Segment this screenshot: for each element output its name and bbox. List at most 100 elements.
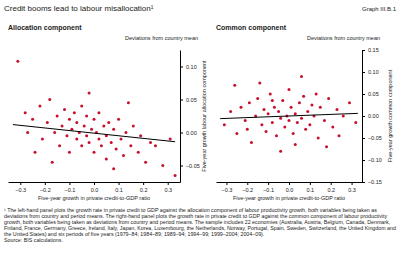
scatter-point xyxy=(105,157,108,160)
y-tick-label: 0.10 xyxy=(186,64,197,70)
y-tick: 0.10 xyxy=(362,69,379,75)
y-tick-label: 0.10 xyxy=(368,69,379,75)
scatter-point xyxy=(323,119,326,122)
scatter-point xyxy=(300,117,303,120)
panel: Allocation componentDeviations from coun… xyxy=(8,24,207,201)
scatter-point xyxy=(248,101,251,104)
scatter-point xyxy=(16,60,19,63)
x-axis: –0.3–0.2–0.10.00.10.20.3 xyxy=(9,182,181,193)
scatter-point xyxy=(127,101,130,104)
scatter-point xyxy=(294,112,297,115)
scatter-point xyxy=(169,138,172,141)
scatter-point xyxy=(61,124,64,127)
x-tick-label: 0.2 xyxy=(140,187,148,193)
x-tick-mark xyxy=(119,182,120,185)
x-tick-label: –0.3 xyxy=(15,187,26,193)
scatter-point xyxy=(31,118,34,121)
y-tick-mark xyxy=(362,72,365,73)
scatter-point xyxy=(73,111,76,114)
panel-title: Common component xyxy=(216,24,287,32)
x-tick: 0.3 xyxy=(164,182,172,193)
x-tick: 0.3 xyxy=(348,182,356,193)
y-tick: 0.00 xyxy=(362,113,379,119)
x-axis-title: Five-year growth in private credit-to-GD… xyxy=(233,195,345,201)
x-tick: 0.2 xyxy=(327,182,335,193)
x-tick: 0.0 xyxy=(286,182,294,193)
y-tick: 0.00 xyxy=(180,130,197,136)
scatter-point xyxy=(290,106,293,109)
scatter-point xyxy=(233,84,236,87)
y-tick-mark xyxy=(362,94,365,95)
scatter-point xyxy=(144,161,147,164)
y-tick-mark xyxy=(362,138,365,139)
scatter-point xyxy=(256,97,259,100)
y-tick-label: 0.00 xyxy=(186,130,197,136)
y-axis-title: Five-year growth labour allocation compo… xyxy=(201,60,207,172)
x-tick-label: 0.1 xyxy=(115,187,123,193)
y-tick: 0.15 xyxy=(362,47,379,53)
scatter-point xyxy=(75,138,78,141)
scatter-point xyxy=(56,115,59,118)
y-axis: –0.050.000.050.10 xyxy=(180,51,200,183)
scatter-point xyxy=(269,93,272,96)
scatter-point xyxy=(317,137,320,140)
scatter-point xyxy=(85,134,88,137)
scatter-point xyxy=(97,138,100,141)
scatter-point xyxy=(306,110,309,113)
scatter-point xyxy=(102,124,105,127)
y-tick-mark xyxy=(362,116,365,117)
scatter-point xyxy=(331,126,334,129)
scatter-point xyxy=(292,132,295,135)
scatter-point xyxy=(348,101,351,104)
scatter-point xyxy=(267,112,270,115)
scatter-point xyxy=(294,143,297,146)
x-tick: –0.1 xyxy=(263,182,274,193)
scatter-point xyxy=(75,121,78,124)
scatter-point xyxy=(80,144,83,147)
scatter-point xyxy=(315,93,318,96)
scatter-point xyxy=(354,121,357,124)
scatter-point xyxy=(24,111,27,114)
y-tick-mark xyxy=(180,100,183,101)
scatter-point xyxy=(68,151,71,154)
y-tick: –0.05 xyxy=(362,135,382,141)
scatter-point xyxy=(88,141,91,144)
y-tick: 0.05 xyxy=(362,91,379,97)
scatter-point xyxy=(174,174,177,177)
x-tick-mark xyxy=(20,182,21,185)
x-tick-label: –0.3 xyxy=(222,187,233,193)
trend-line xyxy=(13,125,175,142)
scatter-point xyxy=(93,151,96,154)
scatter-point xyxy=(137,151,140,154)
scatter-point xyxy=(85,115,88,118)
scatter-point xyxy=(112,128,115,131)
scatter-point xyxy=(97,111,100,114)
scatter-point xyxy=(51,161,54,164)
footnote: ¹ The left-hand panel plots the growth r… xyxy=(4,207,396,237)
plot-area xyxy=(13,60,177,177)
scatter-point xyxy=(53,131,56,134)
scatter-point xyxy=(90,128,93,131)
scatter-point xyxy=(154,144,157,147)
scatter-point xyxy=(124,131,127,134)
scatter-point xyxy=(117,118,120,121)
x-tick: –0.3 xyxy=(15,182,26,193)
scatter-point xyxy=(275,134,278,137)
x-tick: 0.1 xyxy=(115,182,123,193)
scatter-point xyxy=(120,138,123,141)
y-tick-label: –0.10 xyxy=(368,157,382,163)
scatter-point xyxy=(283,126,286,129)
notes: ¹ The left-hand panel plots the growth r… xyxy=(4,207,396,243)
x-tick-mark xyxy=(247,182,248,185)
x-tick-mark xyxy=(94,182,95,185)
x-tick-mark xyxy=(168,182,169,185)
chart-canvas: Credit booms lead to labour misallocatio… xyxy=(0,0,400,206)
scatter-point xyxy=(63,108,66,111)
x-tick-label: –0.2 xyxy=(242,187,253,193)
scatter-point xyxy=(308,123,311,126)
x-tick-mark xyxy=(143,182,144,185)
scatter-point xyxy=(107,121,110,124)
scatter-point xyxy=(83,124,86,127)
x-axis: –0.3–0.2–0.10.00.10.20.3 xyxy=(217,182,363,193)
scatter-point xyxy=(100,144,103,147)
